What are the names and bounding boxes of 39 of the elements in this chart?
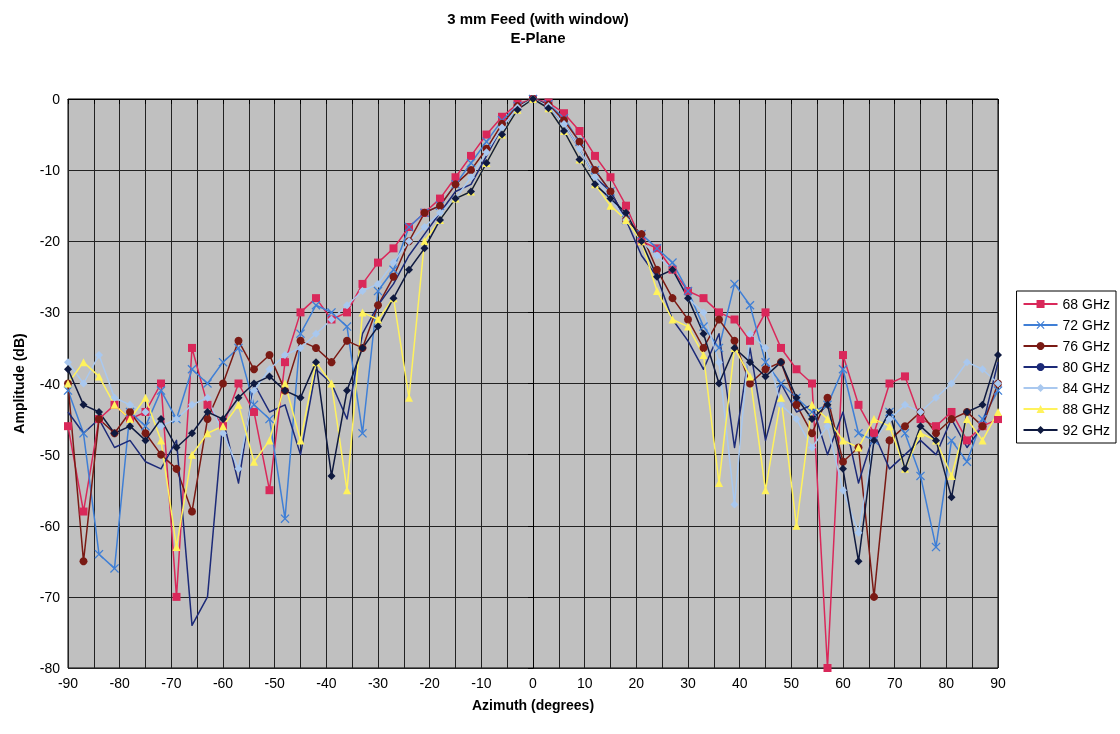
y-tick-label: -70	[39, 588, 61, 605]
chart-title: 3 mm Feed (with window)	[447, 10, 629, 27]
legend-label: 68 GHz	[1062, 296, 1111, 312]
x-tick-label: 20	[628, 675, 645, 691]
legend-label: 84 GHz	[1062, 380, 1111, 396]
legend-label: 92 GHz	[1062, 422, 1111, 438]
x-tick-label: -10	[471, 675, 492, 691]
x-tick-label: 0	[529, 675, 538, 691]
x-tick-label: 10	[576, 675, 593, 691]
x-tick-label: 80	[938, 675, 955, 691]
y-tick-label: 0	[52, 91, 61, 107]
x-tick-label: -50	[264, 675, 285, 691]
x-tick-label: -40	[316, 675, 337, 691]
x-tick-label: 90	[990, 675, 1006, 691]
y-axis-title: Amplitude (dB)	[11, 333, 27, 434]
y-tick-label: -40	[39, 375, 61, 392]
x-tick-label: -90	[57, 675, 79, 691]
legend-label: 72 GHz	[1062, 317, 1111, 333]
x-tick-label: 40	[731, 675, 748, 691]
x-tick-label: 30	[680, 675, 696, 691]
x-tick-label: -70	[161, 675, 182, 691]
legend-label: 80 GHz	[1062, 359, 1111, 375]
x-tick-label: 60	[835, 675, 851, 691]
y-tick-label: -80	[39, 660, 61, 676]
x-tick-label: 50	[783, 675, 800, 691]
chart-subtitle: E-Plane	[510, 29, 566, 46]
x-tick-label: -60	[212, 675, 234, 691]
x-tick-label: -80	[109, 675, 130, 691]
x-tick-label: -20	[419, 675, 440, 691]
y-tick-label: -50	[39, 446, 61, 463]
legend-label: 88 GHz	[1062, 401, 1111, 417]
legend-label: 76 GHz	[1062, 338, 1111, 354]
y-tick-label: -10	[39, 162, 61, 179]
x-axis-title: Azimuth (degrees)	[471, 697, 595, 713]
y-tick-label: -30	[39, 304, 61, 321]
y-tick-label: -60	[39, 517, 61, 534]
x-tick-label: -30	[367, 675, 389, 691]
x-tick-label: 70	[886, 675, 903, 691]
y-tick-label: -20	[39, 233, 61, 250]
